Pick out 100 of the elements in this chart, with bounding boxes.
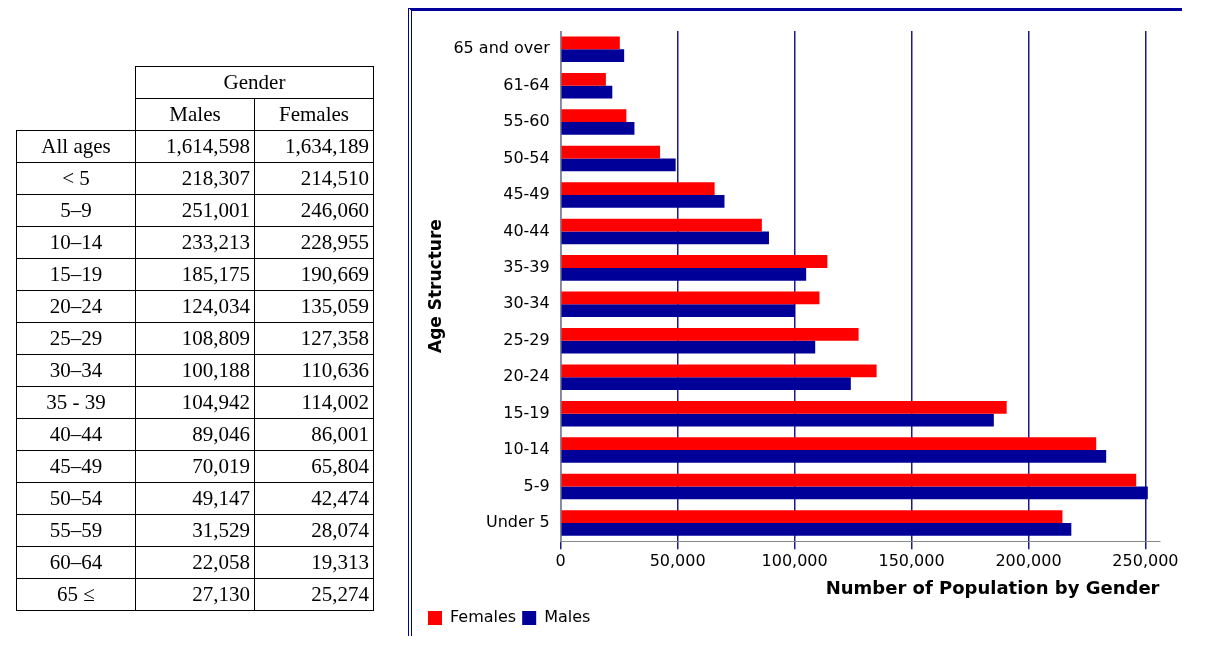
data-label: 31,529 xyxy=(135,514,255,547)
y-axis-title: Age Structure xyxy=(424,219,445,354)
bar xyxy=(561,85,613,99)
x-tick-label: 200,000 xyxy=(995,550,1062,570)
category-label: < 5 xyxy=(16,162,136,195)
text: Females xyxy=(254,98,374,131)
category-label: 60–64 xyxy=(16,546,136,579)
data-label: 135,059 xyxy=(254,290,374,323)
bar xyxy=(561,522,1072,536)
y-tick-label: 40-44 xyxy=(503,220,550,240)
category-label: 15–19 xyxy=(16,258,136,291)
bar xyxy=(561,122,635,135)
data-label: 127,358 xyxy=(254,322,374,355)
text: Males xyxy=(135,98,255,131)
data-label: 190,669 xyxy=(254,258,374,291)
bar xyxy=(561,364,877,378)
y-tick-label: 15-19 xyxy=(503,402,550,422)
category-label: All ages xyxy=(16,130,136,163)
category-label: 20–24 xyxy=(16,290,136,323)
x-tick-label: 100,000 xyxy=(761,550,828,570)
data-label: 1,614,598 xyxy=(135,130,255,163)
category-label: 25–29 xyxy=(16,322,136,355)
y-tick-label: 10-14 xyxy=(503,439,550,459)
category-label: 55–59 xyxy=(16,514,136,547)
x-axis-title: Number of Population by Gender xyxy=(825,576,1160,598)
data-label: 27,130 xyxy=(135,578,255,611)
category-label: 65 ≤ xyxy=(16,578,136,611)
bar xyxy=(561,194,725,208)
category-label: 5–9 xyxy=(16,194,136,227)
data-label: 110,636 xyxy=(254,354,374,387)
bar xyxy=(561,72,606,86)
category-label: 30–34 xyxy=(16,354,136,387)
bar xyxy=(561,340,816,354)
data-label: 70,019 xyxy=(135,450,255,483)
bar xyxy=(561,158,676,172)
text: Gender xyxy=(135,66,374,99)
x-tick-label: 150,000 xyxy=(878,550,945,570)
bar xyxy=(561,450,1107,463)
data-label: 114,002 xyxy=(254,386,374,419)
category-label: 45–49 xyxy=(16,450,136,483)
bar xyxy=(561,49,625,62)
y-tick-label: 20-24 xyxy=(503,366,550,386)
bar xyxy=(561,413,994,427)
bar xyxy=(561,437,1097,451)
data-label: 28,074 xyxy=(254,514,374,547)
data-label: 214,510 xyxy=(254,162,374,195)
y-tick-label: 61-64 xyxy=(503,74,550,94)
y-tick-label: Under 5 xyxy=(486,512,550,532)
category-label: 50–54 xyxy=(16,482,136,515)
y-tick-label: 65 and over xyxy=(453,38,551,58)
y-tick-label: 25-29 xyxy=(503,329,550,349)
bar xyxy=(561,377,851,390)
bar xyxy=(561,182,715,195)
x-tick-label: 250,000 xyxy=(1112,550,1179,570)
data-label: 100,188 xyxy=(135,354,255,387)
data-label: 22,058 xyxy=(135,546,255,579)
data-label: 104,942 xyxy=(135,386,255,419)
category-label: 10–14 xyxy=(16,226,136,259)
legend-label: Males xyxy=(544,607,591,627)
bar xyxy=(561,486,1148,500)
data-label: 42,474 xyxy=(254,482,374,515)
bar xyxy=(561,36,620,50)
y-tick-label: 35-39 xyxy=(503,257,550,277)
data-label: 25,274 xyxy=(254,578,374,611)
data-label: 246,060 xyxy=(254,194,374,227)
bar xyxy=(561,400,1007,414)
y-tick-label: 55-60 xyxy=(503,111,550,131)
bar xyxy=(561,304,796,318)
data-label: 233,213 xyxy=(135,226,255,259)
x-tick-label: 50,000 xyxy=(649,550,706,570)
data-label: 1,634,189 xyxy=(254,130,374,163)
data-label: 65,804 xyxy=(254,450,374,483)
bar xyxy=(561,473,1137,487)
bar xyxy=(561,255,828,268)
bar xyxy=(561,218,762,232)
bar xyxy=(561,510,1063,523)
data-label: 124,034 xyxy=(135,290,255,323)
y-tick-label: 30-34 xyxy=(503,293,550,313)
data-label: 185,175 xyxy=(135,258,255,291)
category-label: 40–44 xyxy=(16,418,136,451)
bar xyxy=(561,291,820,305)
category-label: 35 - 39 xyxy=(16,386,136,419)
data-label: 218,307 xyxy=(135,162,255,195)
y-tick-label: 50-54 xyxy=(503,147,550,167)
x-tick-label: 0 xyxy=(555,550,566,570)
y-tick-label: 5-9 xyxy=(523,475,550,495)
data-label: 19,313 xyxy=(254,546,374,579)
bar xyxy=(561,231,769,245)
data-label: 108,809 xyxy=(135,322,255,355)
data-label: 228,955 xyxy=(254,226,374,259)
y-tick-label: 45-49 xyxy=(503,184,550,204)
data-label: 251,001 xyxy=(135,194,255,227)
data-label: 49,147 xyxy=(135,482,255,515)
bar xyxy=(561,267,807,281)
bar xyxy=(561,328,859,341)
bar xyxy=(561,145,661,159)
data-label: 86,001 xyxy=(254,418,374,451)
bar xyxy=(561,109,627,123)
data-label: 89,046 xyxy=(135,418,255,451)
legend-label: Females xyxy=(450,607,517,627)
